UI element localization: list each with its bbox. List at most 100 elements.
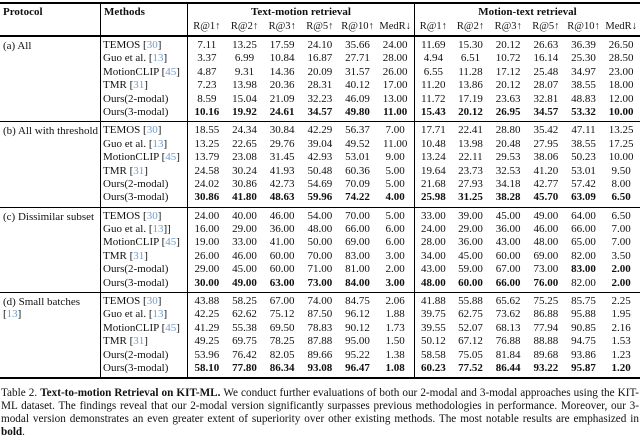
value-cell: 86.88: [533, 308, 559, 321]
citation-link[interactable]: 45: [165, 151, 177, 164]
citation-link[interactable]: 13: [152, 137, 164, 150]
value-cell: 6.55: [414, 63, 452, 82]
citation-link[interactable]: 45: [165, 65, 177, 78]
citation-link[interactable]: 31: [133, 249, 145, 262]
method-cell: MotionCLIP [45]: [101, 149, 188, 167]
value-cell: 82.00: [571, 249, 596, 262]
citation-link[interactable]: 13: [152, 308, 164, 321]
value-cell: 41.00: [269, 236, 295, 249]
value-cell: 24.61: [269, 105, 295, 118]
citation-link[interactable]: 30: [146, 295, 158, 308]
value-cell: 43.00: [495, 236, 521, 249]
citation-link[interactable]: 13: [6, 308, 18, 321]
method-cell: Ours(2-modal): [101, 261, 188, 279]
citation-link[interactable]: 45: [165, 321, 177, 334]
value-cell: 22.65: [232, 137, 257, 150]
value-cell: 28.07: [533, 79, 559, 92]
citation-link[interactable]: 31: [133, 79, 145, 92]
value-cell: 66.00: [345, 223, 370, 236]
value-cell: 70.00: [345, 209, 370, 222]
col-header-tm-r1: R@1↑: [193, 21, 221, 32]
value-cell: 89.68: [533, 348, 559, 361]
value-cell: 47.11: [571, 124, 596, 137]
method-cell: Guo et al. [13]: [101, 135, 188, 154]
value-cell: 23.63: [495, 92, 521, 105]
value-cell: 28.00: [414, 234, 452, 252]
value-cell: 16.14: [533, 52, 559, 65]
value-cell: 54.69: [307, 177, 333, 190]
value-cell: 67.00: [269, 295, 295, 308]
caption-period: .: [22, 426, 25, 439]
value-cell: 30.24: [232, 164, 257, 177]
value-cell: 7.00: [611, 223, 631, 236]
value-cell: 5.00: [385, 209, 405, 222]
method-cell: MotionCLIP [45]: [101, 234, 188, 252]
table-row: Ours(2-modal) 29.00 45.00 60.00 71.00 81.00 2.…: [101, 261, 640, 279]
method-cell: Ours(3-modal): [101, 103, 188, 122]
value-cell: 81.84: [495, 348, 521, 361]
citation-link[interactable]: 30: [146, 124, 158, 137]
value-cell: 21.09: [269, 92, 295, 105]
value-cell: 41.88: [414, 293, 452, 311]
value-cell: 31.25: [458, 191, 483, 204]
value-cell: 1.38: [385, 348, 405, 361]
citation-link[interactable]: 31: [133, 164, 145, 177]
value-cell: 25.98: [414, 189, 452, 207]
value-cell: 6.00: [385, 236, 405, 249]
citation-link[interactable]: 31: [133, 335, 145, 348]
value-cell: 43.88: [194, 295, 220, 308]
value-cell: 53.01: [345, 151, 370, 164]
value-cell: 28.00: [382, 52, 408, 65]
value-cell: 7.00: [385, 124, 405, 137]
value-cell: 94.75: [571, 335, 596, 348]
value-cell: 31.45: [269, 151, 295, 164]
value-cell: 4.87: [197, 65, 217, 78]
value-cell: 17.19: [458, 92, 483, 105]
value-cell: 38.06: [533, 151, 559, 164]
value-cell: 15.30: [458, 39, 483, 51]
value-cell: 66.00: [495, 276, 521, 289]
col-header-mt-r2: R@2↑: [456, 21, 485, 32]
value-cell: 68.13: [495, 321, 521, 334]
value-cell: 34.57: [533, 105, 559, 118]
value-cell: 60.00: [458, 276, 483, 289]
citation-link[interactable]: 13: [152, 223, 164, 236]
value-cell: 46.09: [345, 92, 370, 105]
value-cell: 13.00: [382, 92, 408, 105]
value-cell: 42.73: [269, 177, 295, 190]
value-cell: 13.24: [414, 149, 452, 167]
value-cell: 36.00: [269, 223, 295, 236]
value-cell: 36.39: [571, 39, 596, 51]
value-cell: 1.08: [385, 361, 405, 374]
value-cell: 86.34: [269, 361, 295, 374]
value-cell: 33.00: [232, 236, 257, 249]
col-header-mt-r10: R@10↑: [567, 21, 600, 32]
value-cell: 14.36: [269, 65, 295, 78]
citation-link[interactable]: 13: [152, 52, 164, 65]
value-cell: 29.00: [458, 223, 483, 236]
value-cell: 71.00: [307, 263, 333, 276]
value-cell: 69.75: [232, 335, 257, 348]
method-cell: Ours(3-modal): [101, 359, 188, 378]
citation-link[interactable]: 45: [165, 236, 177, 249]
value-cell: 3.50: [611, 249, 631, 262]
value-cell: 63.00: [269, 276, 295, 289]
value-cell: 83.00: [345, 249, 370, 262]
value-cell: 6.51: [460, 52, 481, 65]
citation-link[interactable]: 30: [146, 39, 158, 51]
method-cell: TMR [31]: [101, 77, 188, 95]
value-cell: 52.07: [458, 321, 483, 334]
value-cell: 20.36: [269, 79, 295, 92]
value-cell: 55.38: [232, 321, 257, 334]
protocol-cell: (d) Small batches [13]: [0, 293, 101, 378]
value-cell: 34.57: [307, 105, 333, 118]
method-cell: Guo et al. [13]]: [101, 221, 188, 239]
table-row: Ours(3-modal) 30.86 41.80 48.63 59.96 74.22 4.…: [101, 189, 640, 207]
value-cell: 20.48: [495, 137, 521, 150]
value-cell: 60.00: [269, 263, 295, 276]
value-cell: 1.88: [385, 308, 405, 321]
value-cell: 46.00: [533, 223, 559, 236]
citation-link[interactable]: 30: [146, 209, 158, 222]
value-cell: 41.80: [232, 191, 257, 204]
value-cell: 2.00: [385, 263, 405, 276]
